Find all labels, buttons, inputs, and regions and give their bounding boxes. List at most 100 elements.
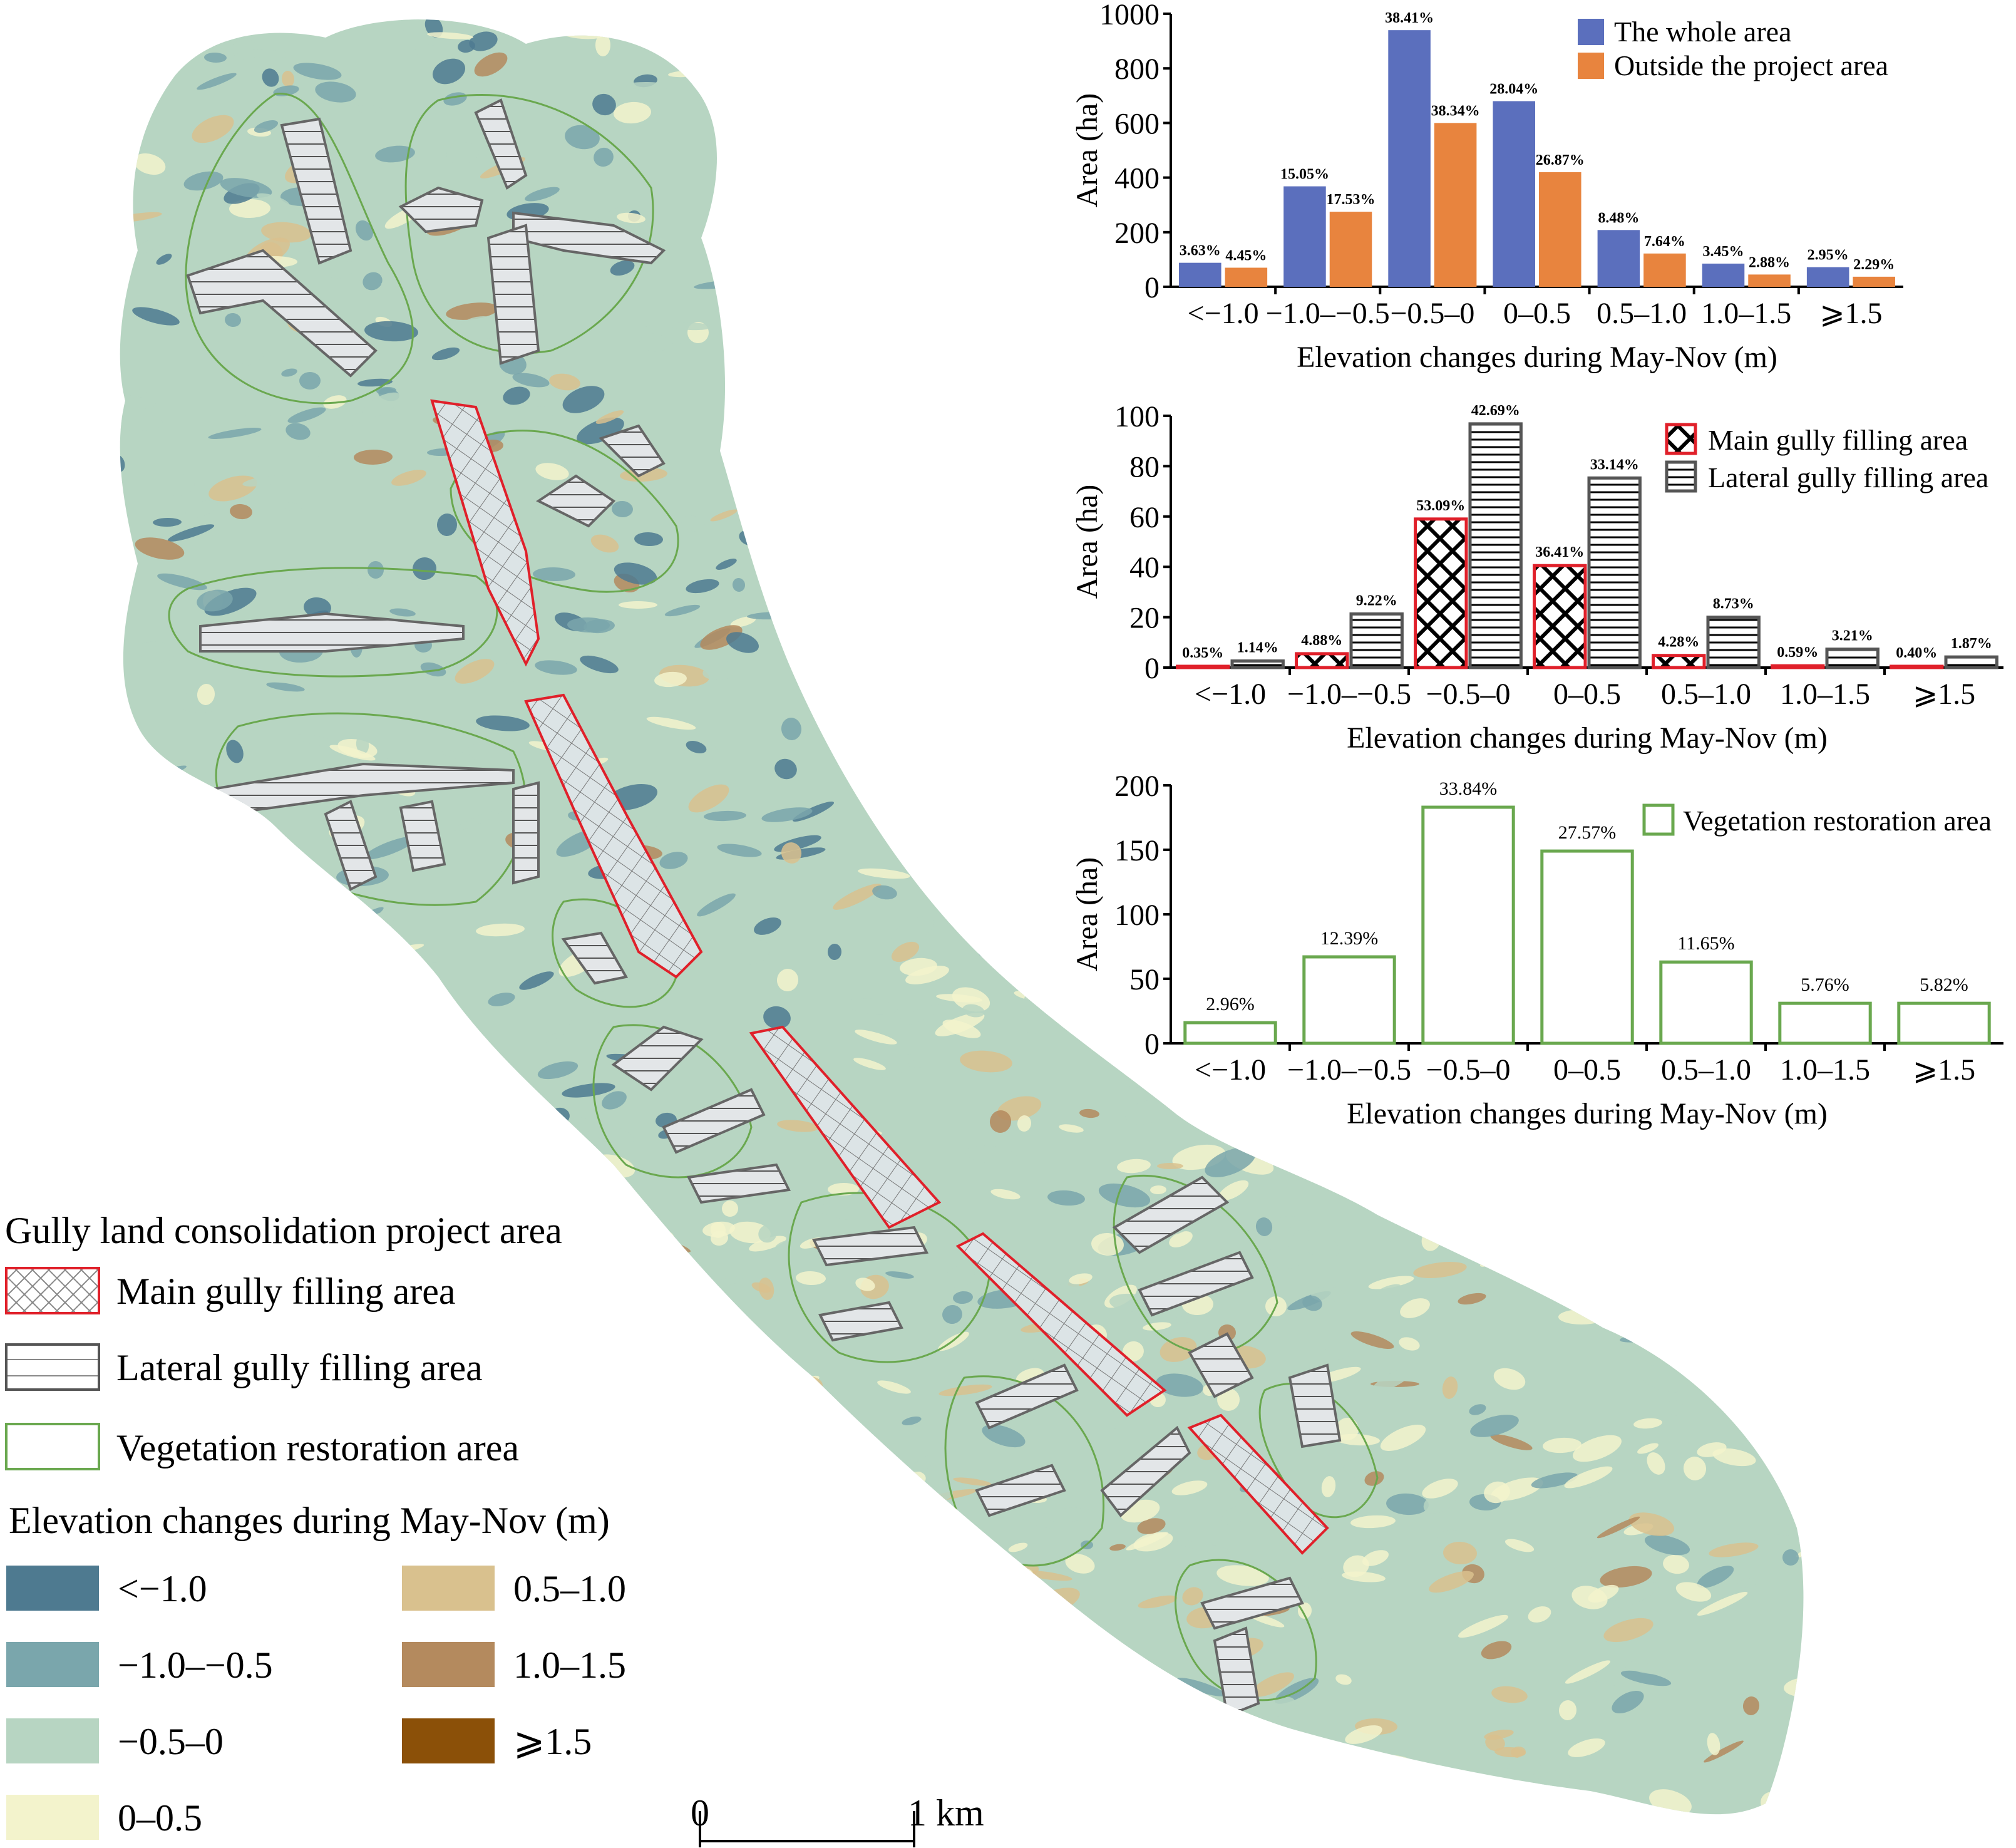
raster-patch (893, 1004, 944, 1027)
raster-patch (799, 200, 814, 217)
raster-patch (1059, 1124, 1084, 1133)
raster-patch (610, 260, 635, 276)
raster-patch (1176, 1678, 1226, 1696)
raster-patch (634, 1241, 677, 1262)
elev-class-swatch (402, 1566, 495, 1611)
raster-patch (769, 1421, 783, 1436)
raster-patch (892, 567, 908, 582)
raster-patch (441, 750, 478, 761)
raster-patch (473, 1119, 515, 1132)
raster-patch (1170, 748, 1183, 758)
raster-patch (717, 1415, 772, 1431)
raster-patch (590, 534, 619, 553)
raster-patch (1694, 847, 1727, 860)
bar-data-label: 12.39% (1320, 928, 1379, 949)
raster-patch (689, 1361, 736, 1388)
bar-data-label: 1.87% (1951, 636, 1992, 652)
raster-patch (1079, 254, 1102, 270)
raster-patch (1240, 129, 1257, 139)
raster-patch (783, 1375, 820, 1394)
raster-patch (1126, 1532, 1168, 1551)
raster-patch (1174, 35, 1220, 56)
raster-patch (614, 101, 651, 124)
raster-patch (1661, 1338, 1709, 1346)
raster-patch (1062, 19, 1080, 33)
raster-patch (485, 1802, 516, 1815)
raster-patch (183, 171, 224, 191)
raster-patch (618, 1244, 634, 1260)
raster-patch (293, 734, 338, 746)
raster-patch (355, 220, 374, 241)
raster-patch (1549, 1628, 1575, 1646)
raster-patch (1200, 1784, 1228, 1794)
raster-patch (562, 1624, 578, 1643)
legend-lateral-swatch (5, 1343, 100, 1391)
raster-patch (913, 85, 936, 103)
raster-patch (1037, 791, 1089, 802)
raster-patch (1247, 1107, 1270, 1130)
raster-patch (228, 1021, 262, 1033)
raster-patch (1069, 218, 1093, 232)
bar-data-label: 42.69% (1471, 403, 1520, 419)
raster-patch (1493, 1368, 1526, 1390)
raster-patch (802, 1792, 817, 1812)
raster-patch (152, 766, 171, 776)
raster-patch (222, 1155, 270, 1189)
raster-patch (977, 306, 1002, 320)
raster-patch (617, 212, 645, 224)
raster-patch (1573, 1224, 1627, 1237)
bar-data-label: 3.21% (1832, 628, 1873, 644)
x-tick-label: −0.5–0 (1426, 678, 1510, 711)
bar-data-label: 3.63% (1180, 243, 1221, 259)
raster-patch (1201, 779, 1221, 799)
raster-patch (1626, 1181, 1640, 1191)
raster-patch (1163, 1730, 1208, 1749)
elev-class-label: 1.0–1.5 (513, 1644, 626, 1686)
bar-data-label: 36.41% (1535, 544, 1584, 560)
raster-patch (1805, 373, 1839, 385)
raster-patch (827, 291, 857, 310)
raster-patch (226, 740, 244, 763)
raster-patch (1537, 1770, 1570, 1789)
raster-patch (1521, 1137, 1544, 1159)
raster-patch (630, 1668, 677, 1693)
raster-patch (1480, 1239, 1526, 1267)
raster-patch (1370, 890, 1392, 912)
raster-patch (722, 1650, 764, 1670)
raster-patch (242, 475, 286, 487)
raster-patch (1762, 550, 1790, 567)
raster-patch (743, 19, 758, 26)
raster-patch (192, 115, 234, 143)
raster-patch (173, 1066, 213, 1087)
raster-patch (1343, 1555, 1369, 1577)
raster-patch (960, 1050, 1012, 1073)
raster-patch (705, 1722, 734, 1737)
raster-patch (716, 153, 738, 167)
raster-patch (584, 619, 615, 634)
x-axis-title: Elevation changes during May-Nov (m) (1347, 1097, 1828, 1130)
scale-bar: 0 1 km (691, 1792, 984, 1847)
raster-patch (592, 93, 616, 116)
raster-patch (861, 1789, 893, 1812)
elev-class-swatch (6, 1718, 99, 1763)
raster-patch (426, 1154, 466, 1177)
raster-patch (734, 365, 788, 381)
raster-patch (971, 1742, 1020, 1759)
raster-patch (293, 63, 342, 80)
raster-patch (913, 97, 955, 111)
raster-patch (130, 766, 169, 783)
bar-data-label: 8.48% (1598, 210, 1639, 226)
raster-patch (853, 1646, 882, 1669)
y-tick-label: 100 (1114, 400, 1160, 433)
raster-patch (136, 19, 154, 26)
raster-patch (363, 272, 383, 291)
raster-patch (1578, 1482, 1614, 1498)
raster-patch (624, 1451, 666, 1472)
raster-patch (1647, 1226, 1664, 1236)
raster-patch (832, 19, 873, 26)
raster-patch (902, 1417, 922, 1425)
raster-patch (1585, 95, 1617, 120)
raster-patch (700, 625, 743, 650)
main-gully-fills (430, 399, 1329, 1555)
bar-data-label: 3.45% (1703, 244, 1744, 260)
